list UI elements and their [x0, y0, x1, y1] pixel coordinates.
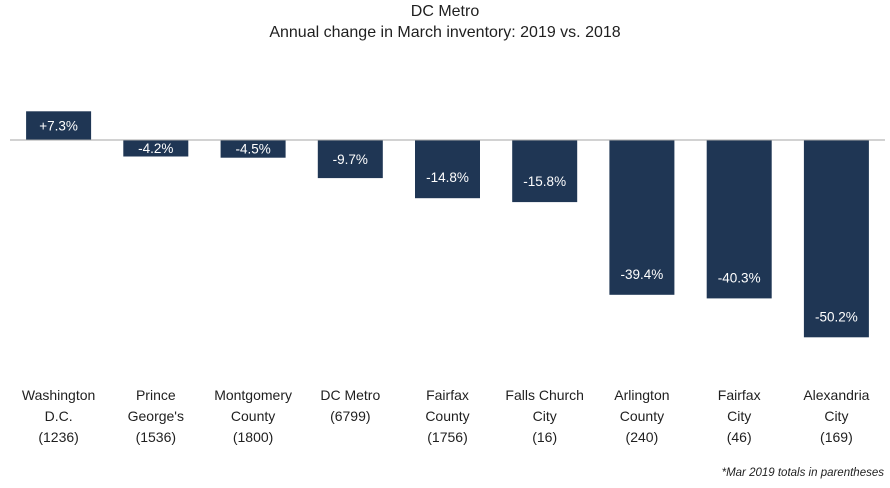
- category-label-2: Montgomery County (1800): [214, 387, 292, 445]
- category-label-1: Prince George's (1536): [128, 387, 184, 445]
- category-label-line: Washington: [22, 387, 95, 403]
- data-labels-layer: +7.3% -4.2% -4.5% -9.7% -14.8% -15.8% -39.4% -4…: [39, 119, 858, 325]
- category-label-4: Fairfax County (1756): [425, 387, 469, 445]
- category-label-3: DC Metro (6799): [320, 387, 380, 424]
- data-label-2: -4.5%: [235, 142, 270, 157]
- chart-title: DC Metro: [410, 3, 480, 20]
- category-label-line: Falls Church: [505, 387, 584, 403]
- data-label-1: -4.2%: [138, 141, 173, 156]
- data-label-7: -40.3%: [718, 270, 761, 285]
- data-label-3: -9.7%: [333, 152, 368, 167]
- category-label-7: Fairfax City (46): [718, 387, 761, 445]
- category-label-line: City: [727, 408, 751, 424]
- category-label-line: George's: [128, 408, 184, 424]
- bar-6: [609, 140, 675, 295]
- category-label-line: Montgomery: [214, 387, 292, 403]
- data-label-6: -39.4%: [621, 267, 664, 282]
- bar-3: [317, 140, 383, 179]
- data-label-0: +7.3%: [39, 119, 78, 134]
- category-label-line: County: [231, 408, 275, 424]
- category-label-line: Fairfax: [426, 387, 469, 403]
- category-label-line: D.C.: [45, 408, 73, 424]
- category-label-line: (1536): [136, 429, 176, 445]
- bar-5: [512, 140, 578, 203]
- chart-footnote: *Mar 2019 totals in parentheses: [721, 467, 884, 479]
- category-label-line: City: [824, 408, 848, 424]
- category-label-line: County: [620, 408, 664, 424]
- category-label-line: (1236): [38, 429, 78, 445]
- category-label-line: County: [425, 408, 469, 424]
- category-label-line: (240): [626, 429, 659, 445]
- bar-4: [415, 140, 480, 199]
- bar-2: [220, 140, 286, 158]
- category-label-line: (6799): [330, 408, 370, 424]
- category-label-line: Prince: [136, 387, 176, 403]
- data-label-8: -50.2%: [815, 309, 858, 324]
- category-label-8: Alexandria City (169): [803, 387, 869, 445]
- category-labels-layer: Washington D.C. (1236) Prince George's (1536)…: [22, 387, 870, 445]
- category-label-line: (16): [532, 429, 557, 445]
- category-label-line: (1800): [233, 429, 273, 445]
- bars-layer: [26, 111, 869, 338]
- category-label-line: Alexandria: [803, 387, 869, 403]
- bar-0: [26, 111, 92, 140]
- category-label-line: Fairfax: [718, 387, 761, 403]
- bar-1: [123, 140, 189, 157]
- category-label-line: Arlington: [614, 387, 669, 403]
- bar-8: [803, 140, 869, 338]
- category-label-line: City: [533, 408, 557, 424]
- bar-7: [706, 140, 772, 299]
- category-label-6: Arlington County (240): [614, 387, 669, 445]
- data-label-5: -15.8%: [523, 174, 566, 189]
- chart-subtitle: Annual change in March inventory: 2019 v…: [269, 24, 621, 41]
- data-label-4: -14.8%: [426, 170, 469, 185]
- category-label-line: DC Metro: [320, 387, 380, 403]
- category-label-0: Washington D.C. (1236): [22, 387, 95, 445]
- category-label-line: (46): [727, 429, 752, 445]
- category-label-5: Falls Church City (16): [505, 387, 584, 445]
- category-label-line: (1756): [427, 429, 467, 445]
- category-label-line: (169): [820, 429, 853, 445]
